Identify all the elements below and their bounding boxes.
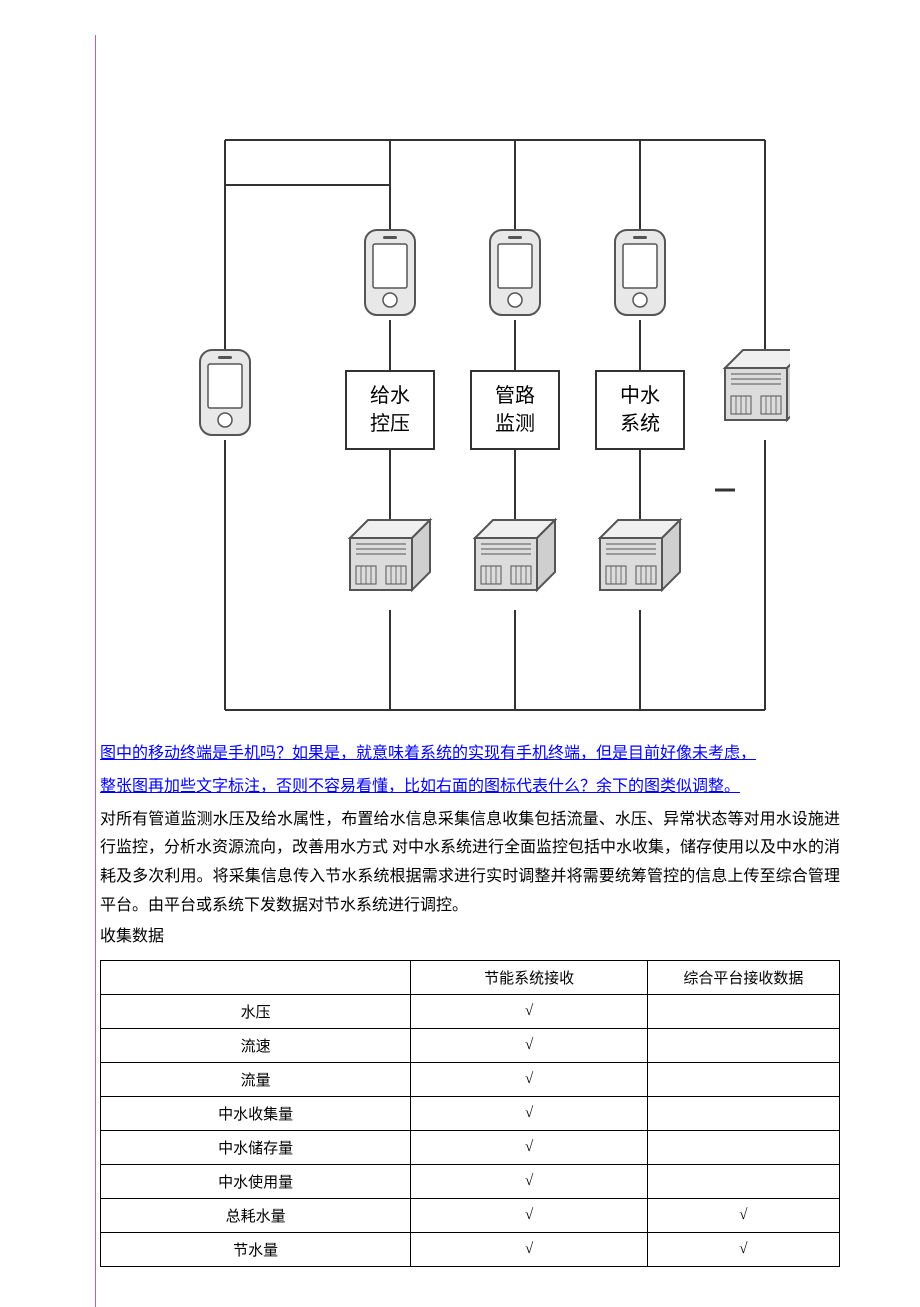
data-collection-table: 节能系统接收 综合平台接收数据 水压√流速√流量√中水收集量√中水储存量√中水使… <box>100 960 840 1267</box>
row-label: 中水使用量 <box>101 1164 411 1198</box>
box-label-line: 中水 <box>620 382 660 410</box>
table-header-cell: 节能系统接收 <box>411 960 647 994</box>
box-pipeline-monitor: 管路 监测 <box>470 370 560 450</box>
cell-system-receive: √ <box>411 1096 647 1130</box>
cell-platform-receive: √ <box>647 1232 839 1266</box>
table-header-row: 节能系统接收 综合平台接收数据 <box>101 960 840 994</box>
row-label: 总耗水量 <box>101 1198 411 1232</box>
cell-platform-receive <box>647 1096 839 1130</box>
box-reclaimed-water: 中水 系统 <box>595 370 685 450</box>
cell-system-receive: √ <box>411 1028 647 1062</box>
row-label: 中水收集量 <box>101 1096 411 1130</box>
cell-system-receive: √ <box>411 1130 647 1164</box>
table-row: 中水使用量√ <box>101 1164 840 1198</box>
cell-platform-receive <box>647 1028 839 1062</box>
table-header-cell: 综合平台接收数据 <box>647 960 839 994</box>
cell-system-receive: √ <box>411 1062 647 1096</box>
cell-platform-receive <box>647 1062 839 1096</box>
cell-system-receive: √ <box>411 994 647 1028</box>
box-label-line: 管路 <box>495 382 535 410</box>
cell-platform-receive <box>647 994 839 1028</box>
system-diagram: 给水 控压 管路 监测 中水 系统 <box>170 70 790 730</box>
box-label-line: 给水 <box>370 382 410 410</box>
row-label: 中水储存量 <box>101 1130 411 1164</box>
table-row: 水压√ <box>101 994 840 1028</box>
box-label-line: 控压 <box>370 410 410 438</box>
reviewer-comment-line2: 整张图再加些文字标注，否则不容易看懂，比如右面的图标代表什么？余下的图类似调整。 <box>100 773 840 802</box>
row-label: 流量 <box>101 1062 411 1096</box>
table-row: 中水收集量√ <box>101 1096 840 1130</box>
table-row: 总耗水量√√ <box>101 1198 840 1232</box>
table-header-cell <box>101 960 411 994</box>
reviewer-comment-line1: 图中的移动终端是手机吗？如果是，就意味着系统的实现有手机终端，但是目前好像未考虑… <box>100 740 840 769</box>
page-left-margin <box>95 35 96 1307</box>
table-title: 收集数据 <box>100 923 840 952</box>
row-label: 流速 <box>101 1028 411 1062</box>
cell-platform-receive: √ <box>647 1198 839 1232</box>
table-row: 节水量√√ <box>101 1232 840 1266</box>
table-row: 中水储存量√ <box>101 1130 840 1164</box>
table-row: 流量√ <box>101 1062 840 1096</box>
cell-platform-receive <box>647 1164 839 1198</box>
row-label: 水压 <box>101 994 411 1028</box>
row-label: 节水量 <box>101 1232 411 1266</box>
cell-system-receive: √ <box>411 1198 647 1232</box>
box-label-line: 监测 <box>495 410 535 438</box>
table-row: 流速√ <box>101 1028 840 1062</box>
box-label-line: 系统 <box>620 410 660 438</box>
description-paragraph: 对所有管道监测水压及给水属性，布置给水信息采集信息收集包括流量、水压、异常状态等… <box>100 806 840 921</box>
cell-system-receive: √ <box>411 1232 647 1266</box>
cell-system-receive: √ <box>411 1164 647 1198</box>
box-water-pressure: 给水 控压 <box>345 370 435 450</box>
cell-platform-receive <box>647 1130 839 1164</box>
